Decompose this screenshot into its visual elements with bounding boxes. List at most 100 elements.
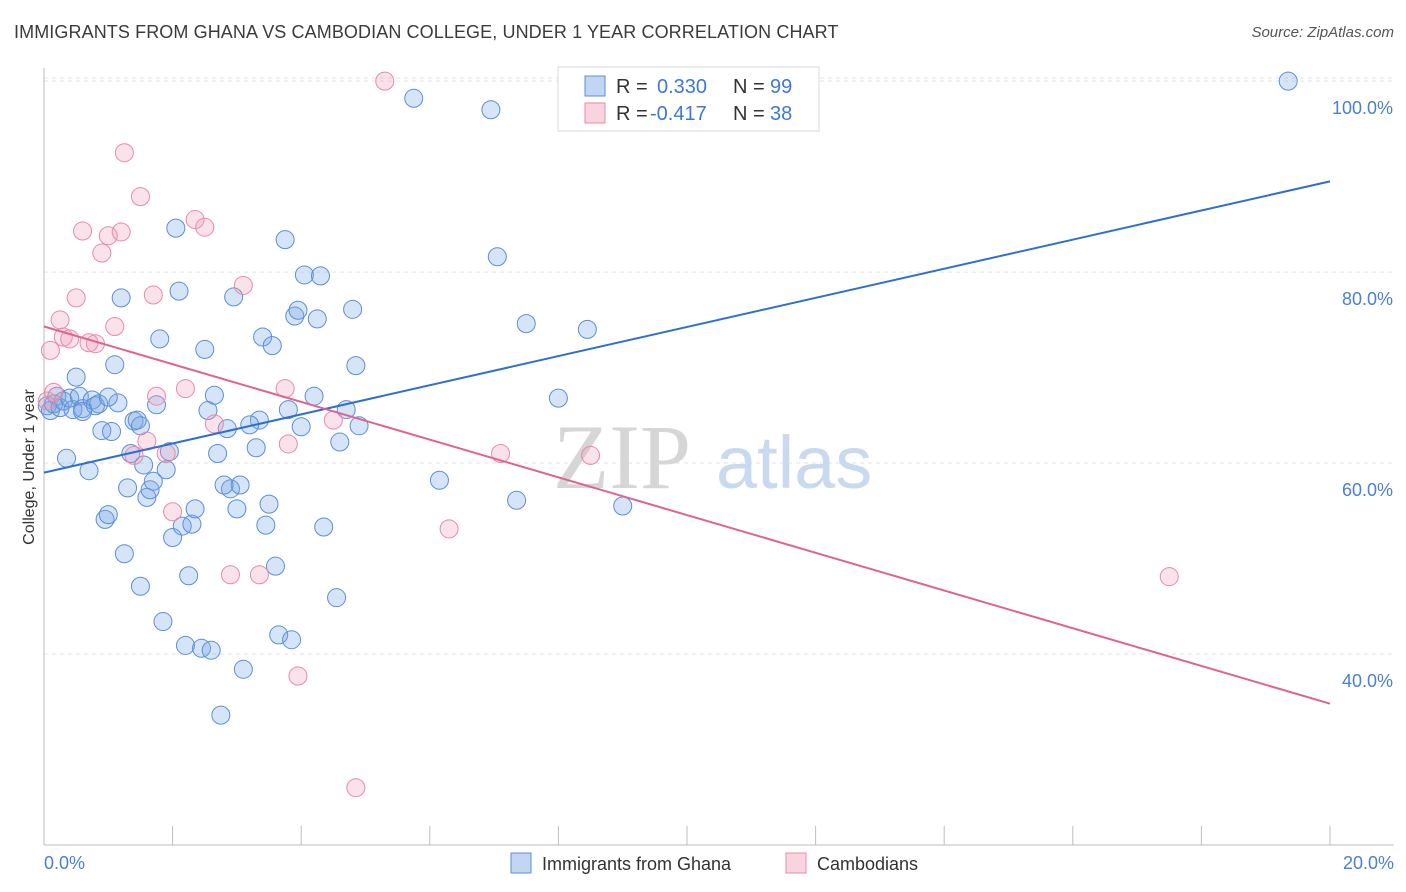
data-point-cambodian — [1159, 567, 1179, 587]
trend-line-cambodian — [43, 325, 1331, 705]
legend-n-label-ghana: N = — [733, 76, 765, 98]
data-point-cambodian — [375, 71, 395, 91]
x-tick-label-max: 20.0% — [1343, 853, 1394, 873]
data-point-cambodian — [278, 434, 298, 454]
legend-n-value-cambodian: 38 — [770, 103, 792, 125]
legend-bottom-swatch-cambodian — [785, 852, 807, 874]
data-point-ghana — [114, 544, 134, 564]
data-point-ghana — [127, 410, 147, 430]
trend-layer — [43, 180, 1331, 705]
legend-r-label-cambodian: R = — [616, 103, 648, 125]
legend-r-value-ghana: 0.330 — [657, 76, 707, 98]
legend-swatch-ghana — [584, 75, 606, 97]
data-point-ghana — [577, 319, 597, 339]
legend-n-label-cambodian: N = — [733, 103, 765, 125]
data-point-cambodian — [175, 379, 195, 399]
trend-line-ghana — [43, 180, 1331, 474]
data-point-ghana — [172, 516, 192, 536]
data-point-ghana — [98, 505, 118, 525]
data-point-ghana — [134, 455, 154, 475]
data-point-ghana — [304, 386, 324, 406]
data-point-cambodian — [66, 288, 86, 308]
data-point-ghana — [265, 556, 285, 576]
data-point-cambodian — [40, 340, 60, 360]
data-point-ghana — [201, 640, 221, 660]
data-point-cambodian — [105, 317, 125, 337]
data-point-ghana — [404, 88, 424, 108]
data-point-ghana — [275, 230, 295, 250]
data-point-cambodian — [73, 221, 93, 241]
points-layer — [37, 71, 1298, 798]
data-point-cambodian — [288, 666, 308, 686]
data-point-cambodian — [92, 243, 112, 263]
data-point-ghana — [291, 417, 311, 437]
data-point-cambodian — [491, 444, 511, 463]
legend-swatch-cambodian — [584, 102, 606, 124]
data-point-ghana — [143, 471, 163, 491]
legend-n-value-ghana: 99 — [770, 76, 792, 98]
data-point-ghana — [214, 475, 234, 495]
data-point-ghana — [150, 329, 170, 349]
y-tick-label: 80.0% — [1342, 289, 1393, 309]
legend-bottom-label-ghana: Immigrants from Ghana — [542, 854, 732, 874]
legend-r-value-cambodian: -0.417 — [650, 103, 707, 125]
data-point-cambodian — [195, 217, 215, 237]
data-point-ghana — [246, 438, 266, 458]
x-tick-label-min: 0.0% — [44, 853, 85, 873]
data-point-ghana — [182, 514, 202, 534]
data-point-ghana — [278, 400, 298, 420]
data-point-ghana — [159, 442, 179, 462]
data-point-ghana — [285, 306, 305, 326]
data-point-ghana — [1278, 71, 1298, 91]
data-point-cambodian — [124, 445, 144, 465]
legend-top: R = 0.330 N = 99 R = -0.417 N = 38 — [557, 66, 820, 132]
data-point-ghana — [98, 387, 118, 407]
data-point-ghana — [166, 218, 186, 238]
y-axis-label: College, Under 1 year — [21, 389, 38, 545]
data-point-ghana — [179, 566, 199, 586]
data-point-ghana — [211, 705, 231, 725]
data-point-ghana — [204, 385, 224, 405]
data-point-ghana — [130, 576, 150, 596]
data-point-ghana — [343, 299, 363, 319]
data-point-ghana — [192, 638, 212, 658]
data-point-ghana — [327, 588, 347, 608]
data-point-cambodian — [147, 386, 167, 406]
data-point-ghana — [89, 394, 109, 414]
data-point-ghana — [208, 444, 228, 463]
data-point-cambodian — [114, 143, 134, 163]
data-point-cambodian — [346, 778, 366, 798]
data-point-ghana — [230, 475, 250, 495]
data-point-ghana — [310, 266, 330, 286]
data-point-ghana — [294, 265, 314, 285]
watermark-atlas: atlas — [716, 421, 872, 504]
data-point-ghana — [548, 388, 568, 408]
grid-layer — [44, 77, 1394, 655]
watermark: ZIP atlas — [553, 406, 872, 508]
data-point-ghana — [613, 496, 633, 516]
data-point-ghana — [330, 432, 350, 452]
data-point-ghana — [175, 635, 195, 655]
data-point-ghana — [169, 281, 189, 301]
data-point-cambodian — [143, 285, 163, 305]
data-point-ghana — [269, 625, 289, 645]
data-point-ghana — [92, 421, 112, 441]
data-point-cambodian — [50, 310, 70, 330]
data-point-ghana — [137, 487, 157, 507]
y-tick-label: 100.0% — [1332, 98, 1393, 118]
data-point-ghana — [487, 247, 507, 267]
data-point-ghana — [481, 100, 501, 120]
data-point-ghana — [307, 309, 327, 329]
data-point-ghana — [69, 386, 89, 406]
data-point-cambodian — [581, 445, 601, 465]
data-point-ghana — [349, 416, 369, 436]
data-point-ghana — [108, 393, 128, 413]
data-point-ghana — [288, 300, 308, 320]
legend-bottom: Immigrants from Ghana Cambodians — [510, 852, 918, 874]
y-tick-label: 40.0% — [1342, 671, 1393, 691]
watermark-zip: ZIP — [553, 406, 691, 508]
data-point-ghana — [102, 422, 122, 442]
data-point-ghana — [429, 470, 449, 490]
data-point-ghana — [233, 659, 253, 679]
